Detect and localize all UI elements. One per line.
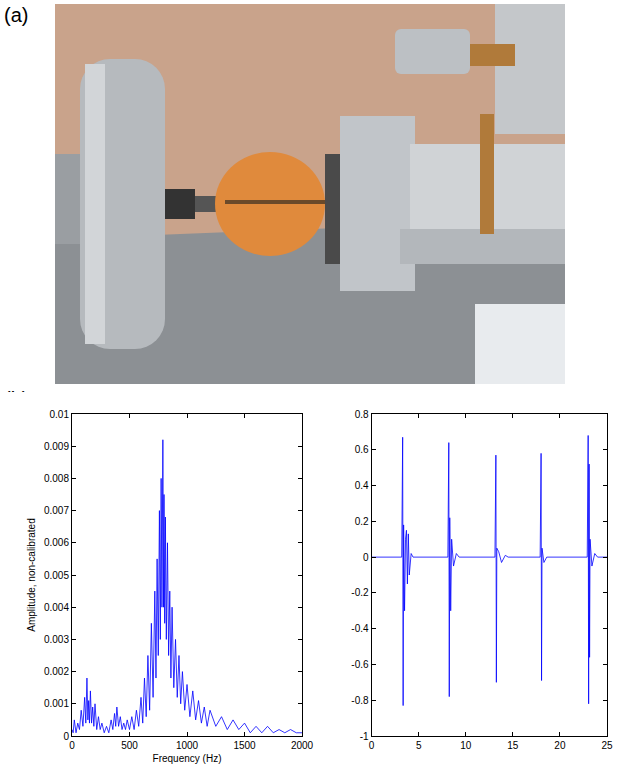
svg-text:-0.6: -0.6	[351, 659, 369, 670]
svg-text:-1: -1	[360, 731, 369, 742]
svg-text:1000: 1000	[176, 740, 199, 751]
svg-text:0.4: 0.4	[355, 480, 369, 491]
svg-text:0: 0	[369, 740, 375, 751]
html-text:(b): (b)	[4, 388, 29, 410]
svg-text:5: 5	[416, 740, 422, 751]
svg-text:0: 0	[69, 740, 75, 751]
svg-text:15: 15	[507, 740, 519, 751]
svg-text:0.002: 0.002	[44, 666, 69, 677]
svg-text:0.004: 0.004	[44, 602, 69, 613]
svg-text:20: 20	[554, 740, 566, 751]
svg-text:0: 0	[363, 552, 369, 563]
svg-text:Frequency (Hz): Frequency (Hz)	[153, 753, 222, 764]
svg-text:0.005: 0.005	[44, 570, 69, 581]
svg-text:0.007: 0.007	[44, 505, 69, 516]
svg-text:0.01: 0.01	[50, 409, 70, 420]
svg-text:0.008: 0.008	[44, 473, 69, 484]
svg-text:0.001: 0.001	[44, 698, 69, 709]
svg-text:-0.4: -0.4	[351, 623, 369, 634]
svg-text:500: 500	[121, 740, 138, 751]
svg-text:-0.8: -0.8	[351, 695, 369, 706]
svg-text:0.003: 0.003	[44, 634, 69, 645]
svg-text:1500: 1500	[233, 740, 256, 751]
svg-text:0.006: 0.006	[44, 537, 69, 548]
svg-text:-0.2: -0.2	[351, 587, 369, 598]
svg-text:0.8: 0.8	[355, 409, 369, 420]
svg-text:0: 0	[63, 731, 69, 742]
svg-text:Amplitude, non-calibrated: Amplitude, non-calibrated	[26, 518, 37, 631]
html-text:(a): (a)	[4, 4, 29, 26]
svg-text:10: 10	[460, 740, 472, 751]
svg-text:0.2: 0.2	[355, 516, 369, 527]
svg-text:0.6: 0.6	[355, 444, 369, 455]
svg-text:2000: 2000	[291, 740, 314, 751]
svg-text:0.009: 0.009	[44, 441, 69, 452]
svg-text:25: 25	[601, 740, 613, 751]
